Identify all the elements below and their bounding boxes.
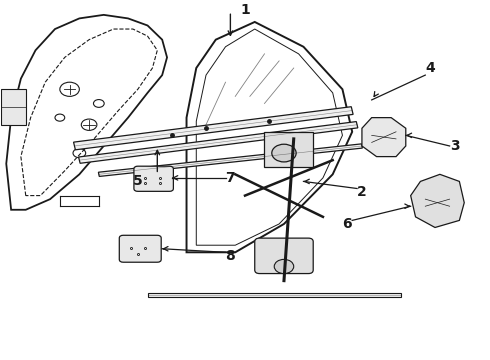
FancyBboxPatch shape [119,235,161,262]
Circle shape [274,260,294,274]
Polygon shape [362,118,406,157]
Text: 8: 8 [225,249,235,263]
Text: 5: 5 [133,175,143,188]
Text: 2: 2 [357,185,367,199]
Polygon shape [147,293,401,297]
Text: 3: 3 [450,139,459,153]
Circle shape [272,144,296,162]
Polygon shape [74,107,353,150]
Polygon shape [78,122,358,163]
FancyBboxPatch shape [255,238,313,274]
Text: 1: 1 [240,3,250,17]
Text: 6: 6 [343,217,352,231]
Bar [265,132,313,167]
FancyBboxPatch shape [134,166,173,192]
Bar [1,89,26,125]
Polygon shape [411,174,464,228]
Polygon shape [98,144,363,176]
Text: 7: 7 [225,171,235,185]
Text: 4: 4 [425,61,435,75]
